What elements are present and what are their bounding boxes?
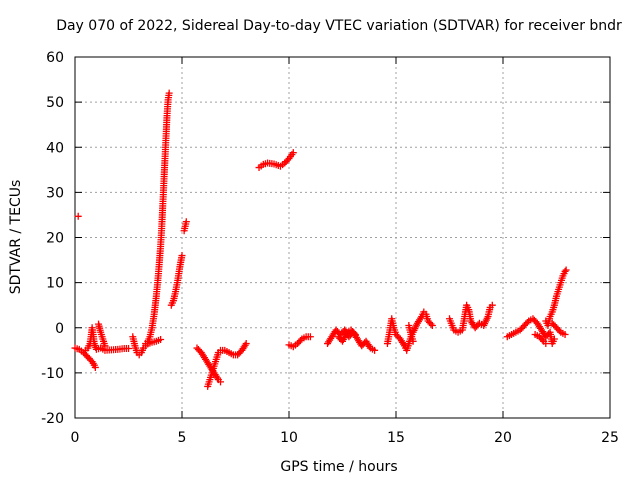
x-tick-label: 5 xyxy=(178,430,187,446)
data-point xyxy=(296,337,304,345)
x-tick-labels: 0 5 10 15 20 25 xyxy=(71,430,619,446)
data-point xyxy=(555,327,563,335)
data-point xyxy=(562,266,570,274)
x-tick-label: 25 xyxy=(601,430,619,446)
data-point xyxy=(542,340,550,348)
y-tick-label: 40 xyxy=(46,140,64,156)
data-point xyxy=(165,89,173,97)
y-tick-label: 50 xyxy=(46,95,64,111)
data-point xyxy=(182,218,190,226)
data-point xyxy=(289,149,297,157)
y-tick-label: -20 xyxy=(41,411,64,427)
y-axis-label: SDTVAR / TECUs xyxy=(8,180,24,295)
data-point xyxy=(427,320,435,328)
data-point xyxy=(125,345,132,353)
axis-ticks xyxy=(74,56,611,419)
chart-title: Day 070 of 2022, Sidereal Day-to-day VTE… xyxy=(56,18,622,34)
x-tick-label: 15 xyxy=(387,430,405,446)
data-point xyxy=(561,267,569,275)
y-tick-label: 60 xyxy=(46,50,64,66)
data-point xyxy=(538,336,546,344)
data-point xyxy=(550,335,558,343)
y-tick-labels: -20 -10 0 10 20 30 40 50 60 xyxy=(41,50,64,427)
data-point xyxy=(178,252,186,260)
data-point xyxy=(371,346,379,354)
data-point xyxy=(523,318,531,326)
data-point xyxy=(306,333,314,341)
data-point xyxy=(157,335,165,343)
data-point xyxy=(409,337,417,345)
x-axis-label: GPS time / hours xyxy=(280,459,397,475)
x-tick-label: 0 xyxy=(71,430,80,446)
data-point xyxy=(101,342,109,350)
y-tick-label: 20 xyxy=(46,231,64,247)
y-tick-label: 0 xyxy=(55,321,64,337)
y-tick-label: 30 xyxy=(46,185,64,201)
y-tick-label: -10 xyxy=(41,366,64,382)
data-point xyxy=(217,378,225,386)
data-point xyxy=(428,321,436,329)
data-point xyxy=(242,340,250,348)
data-point xyxy=(351,331,359,339)
data-point xyxy=(350,329,358,337)
data-point xyxy=(561,331,569,339)
grid-lines xyxy=(75,57,610,418)
data-point xyxy=(488,301,496,309)
data-point xyxy=(91,363,99,371)
x-tick-label: 10 xyxy=(280,430,298,446)
data-point xyxy=(74,212,82,220)
y-tick-label: 10 xyxy=(46,276,64,292)
x-tick-label: 20 xyxy=(494,430,512,446)
data-points xyxy=(71,89,570,390)
